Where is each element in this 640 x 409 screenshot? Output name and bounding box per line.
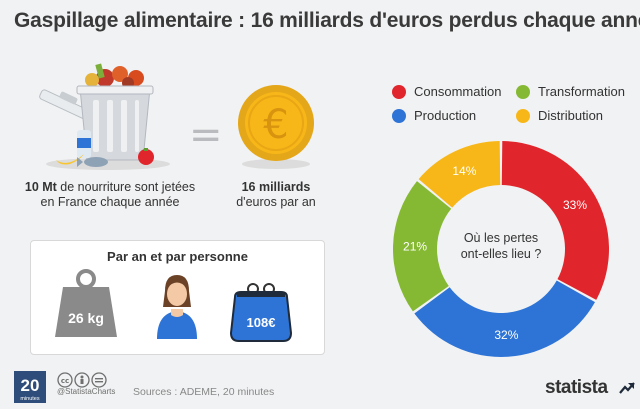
money-text: d'euros par an (236, 195, 316, 209)
wallet-icon: 108€ (229, 283, 293, 342)
legend-label-transformation: Transformation (538, 84, 625, 99)
donut-value-label-transformation: 21% (403, 239, 427, 253)
legend-item-production: Production (392, 108, 476, 123)
panel-title: Par an et par personne (107, 249, 248, 264)
donut-slice-distribution (418, 141, 501, 208)
statista-brand: statista (545, 377, 608, 399)
money-amount: 16 milliards (241, 180, 311, 194)
footer-sources: Sources : ADEME, 20 minutes (133, 386, 275, 398)
waste-amount: 10 Mt (24, 180, 57, 194)
equals-sign: = (189, 112, 223, 158)
donut-center-label-1: Où les pertes (464, 231, 538, 245)
legend-item-transformation: Transformation (516, 84, 625, 99)
person-icon (157, 275, 197, 339)
donut-slice-production (414, 280, 596, 357)
legend-dot-transformation (516, 84, 530, 99)
weight-label: 26 kg (68, 310, 104, 326)
donut-slice-consommation (501, 141, 609, 300)
statista-logo-icon (619, 382, 635, 394)
legend-dot-distribution (516, 108, 530, 123)
trash-bin-icon (39, 63, 154, 167)
page-title: Gaspillage alimentaire : 16 milliards d'… (14, 9, 640, 32)
waste-text-2: en France chaque année (40, 195, 180, 209)
legend-dot-production (392, 108, 406, 123)
logo-20-minutes-icon: 20 minutes (14, 371, 46, 403)
creative-commons-icon: cc (57, 372, 107, 388)
panel-icons: 26 kg 108€ (55, 269, 293, 342)
legend-label-production: Production (414, 108, 477, 123)
legend-label-distribution: Distribution (538, 108, 604, 123)
footer-handle: @StatistaCharts (57, 387, 116, 396)
svg-text:20: 20 (21, 376, 40, 395)
donut-slice-transformation (393, 181, 452, 312)
chart-legend: Consommation Transformation Production D… (388, 84, 638, 124)
donut-value-label-distribution: 14% (452, 164, 476, 178)
trash-and-coin-illustration: € (39, 63, 314, 170)
donut-value-label-consommation: 33% (563, 198, 587, 212)
legend-item-distribution: Distribution (516, 108, 603, 123)
svg-text:cc: cc (61, 377, 69, 385)
donut-center-label-2: ont-elles lieu ? (461, 247, 542, 261)
coin-euro-icon: € (238, 85, 314, 169)
weight-icon: 26 kg (55, 269, 117, 337)
svg-text:minutes: minutes (20, 396, 40, 402)
donut-chart: 33% 32% 21% 14% Où les pertes ont-elles lie… (393, 141, 609, 357)
donut-value-label-production: 32% (494, 328, 518, 342)
waste-text: de nourriture sont jetées (56, 180, 196, 194)
svg-text:€: € (263, 102, 288, 148)
footer-logos: 20 minutes cc (14, 371, 107, 403)
legend-label-consommation: Consommation (414, 84, 502, 99)
statista-wordmark: statista (545, 377, 608, 398)
waste-caption: 10 Mt de nourriture sont jetées en Franc… (14, 180, 206, 210)
per-person-panel: Par an et par personne 26 kg 108€ (30, 240, 325, 355)
wallet-label: 108€ (247, 315, 276, 330)
legend-item-consommation: Consommation (392, 84, 501, 99)
legend-dot-consommation (392, 84, 406, 99)
money-caption: 16 milliards d'euros par an (214, 180, 338, 210)
